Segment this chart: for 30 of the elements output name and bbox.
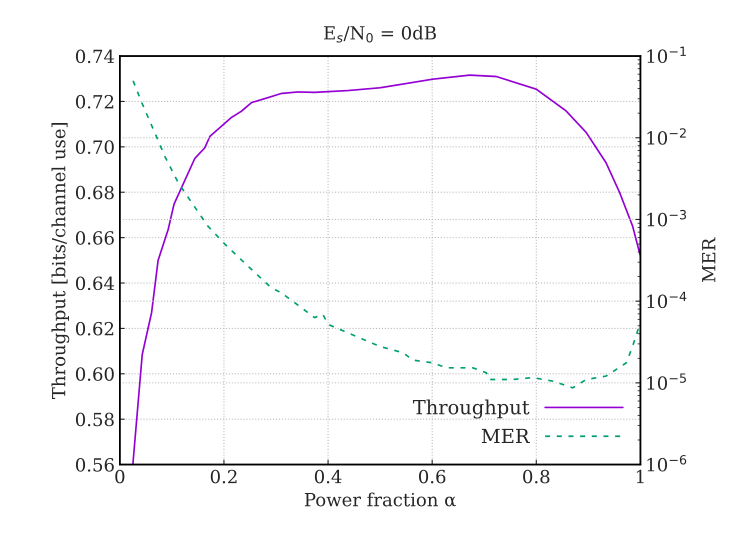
legend-label: Throughput <box>412 399 530 419</box>
x-tick-label: 0.6 <box>419 470 446 484</box>
y-tick-label: 0.66 <box>76 231 114 245</box>
y-tick-label: 0.58 <box>76 412 114 426</box>
x-tick-label: 0.8 <box>523 470 550 484</box>
y2-tick-label: 10$^{−5}$ <box>647 373 686 390</box>
x-axis-title: Power fraction α <box>304 492 456 506</box>
y-tick-label: 0.72 <box>76 94 114 109</box>
y2-tick-label: 10$^{−6}$ <box>647 455 686 472</box>
y-tick-label: 0.60 <box>76 367 114 381</box>
y2-tick-label: 10$^{−3}$ <box>647 210 686 226</box>
y-axis-title: Throughput [bits/channel use] <box>51 123 70 400</box>
x-tick-label: 1 <box>636 470 644 484</box>
y2-tick-label: 10$^{−1}$ <box>647 46 686 64</box>
x-tick-label: 0.4 <box>314 470 342 484</box>
y-tick-label: 0.70 <box>76 140 114 154</box>
y-tick-label: 0.62 <box>76 322 114 336</box>
y-tick-label: 0.64 <box>76 276 114 290</box>
legend-label: MER <box>482 428 530 444</box>
y2-tick-label: 10$^{−4}$ <box>647 292 686 308</box>
y-tick-label: 0.68 <box>76 186 114 200</box>
y2-tick-label: 10$^{−2}$ <box>647 128 686 145</box>
chart-title: E$_{s}$/N$_{0}$ = 0dB <box>324 26 436 43</box>
line-series <box>132 80 640 389</box>
x-tick-label: 0 <box>115 470 124 484</box>
y-tick-label: 0.74 <box>76 50 114 64</box>
line-series <box>132 74 640 465</box>
x-tick-label: 0.2 <box>210 470 237 484</box>
y-tick-label: 0.56 <box>76 458 114 472</box>
y2-axis-title: MER <box>702 237 716 282</box>
